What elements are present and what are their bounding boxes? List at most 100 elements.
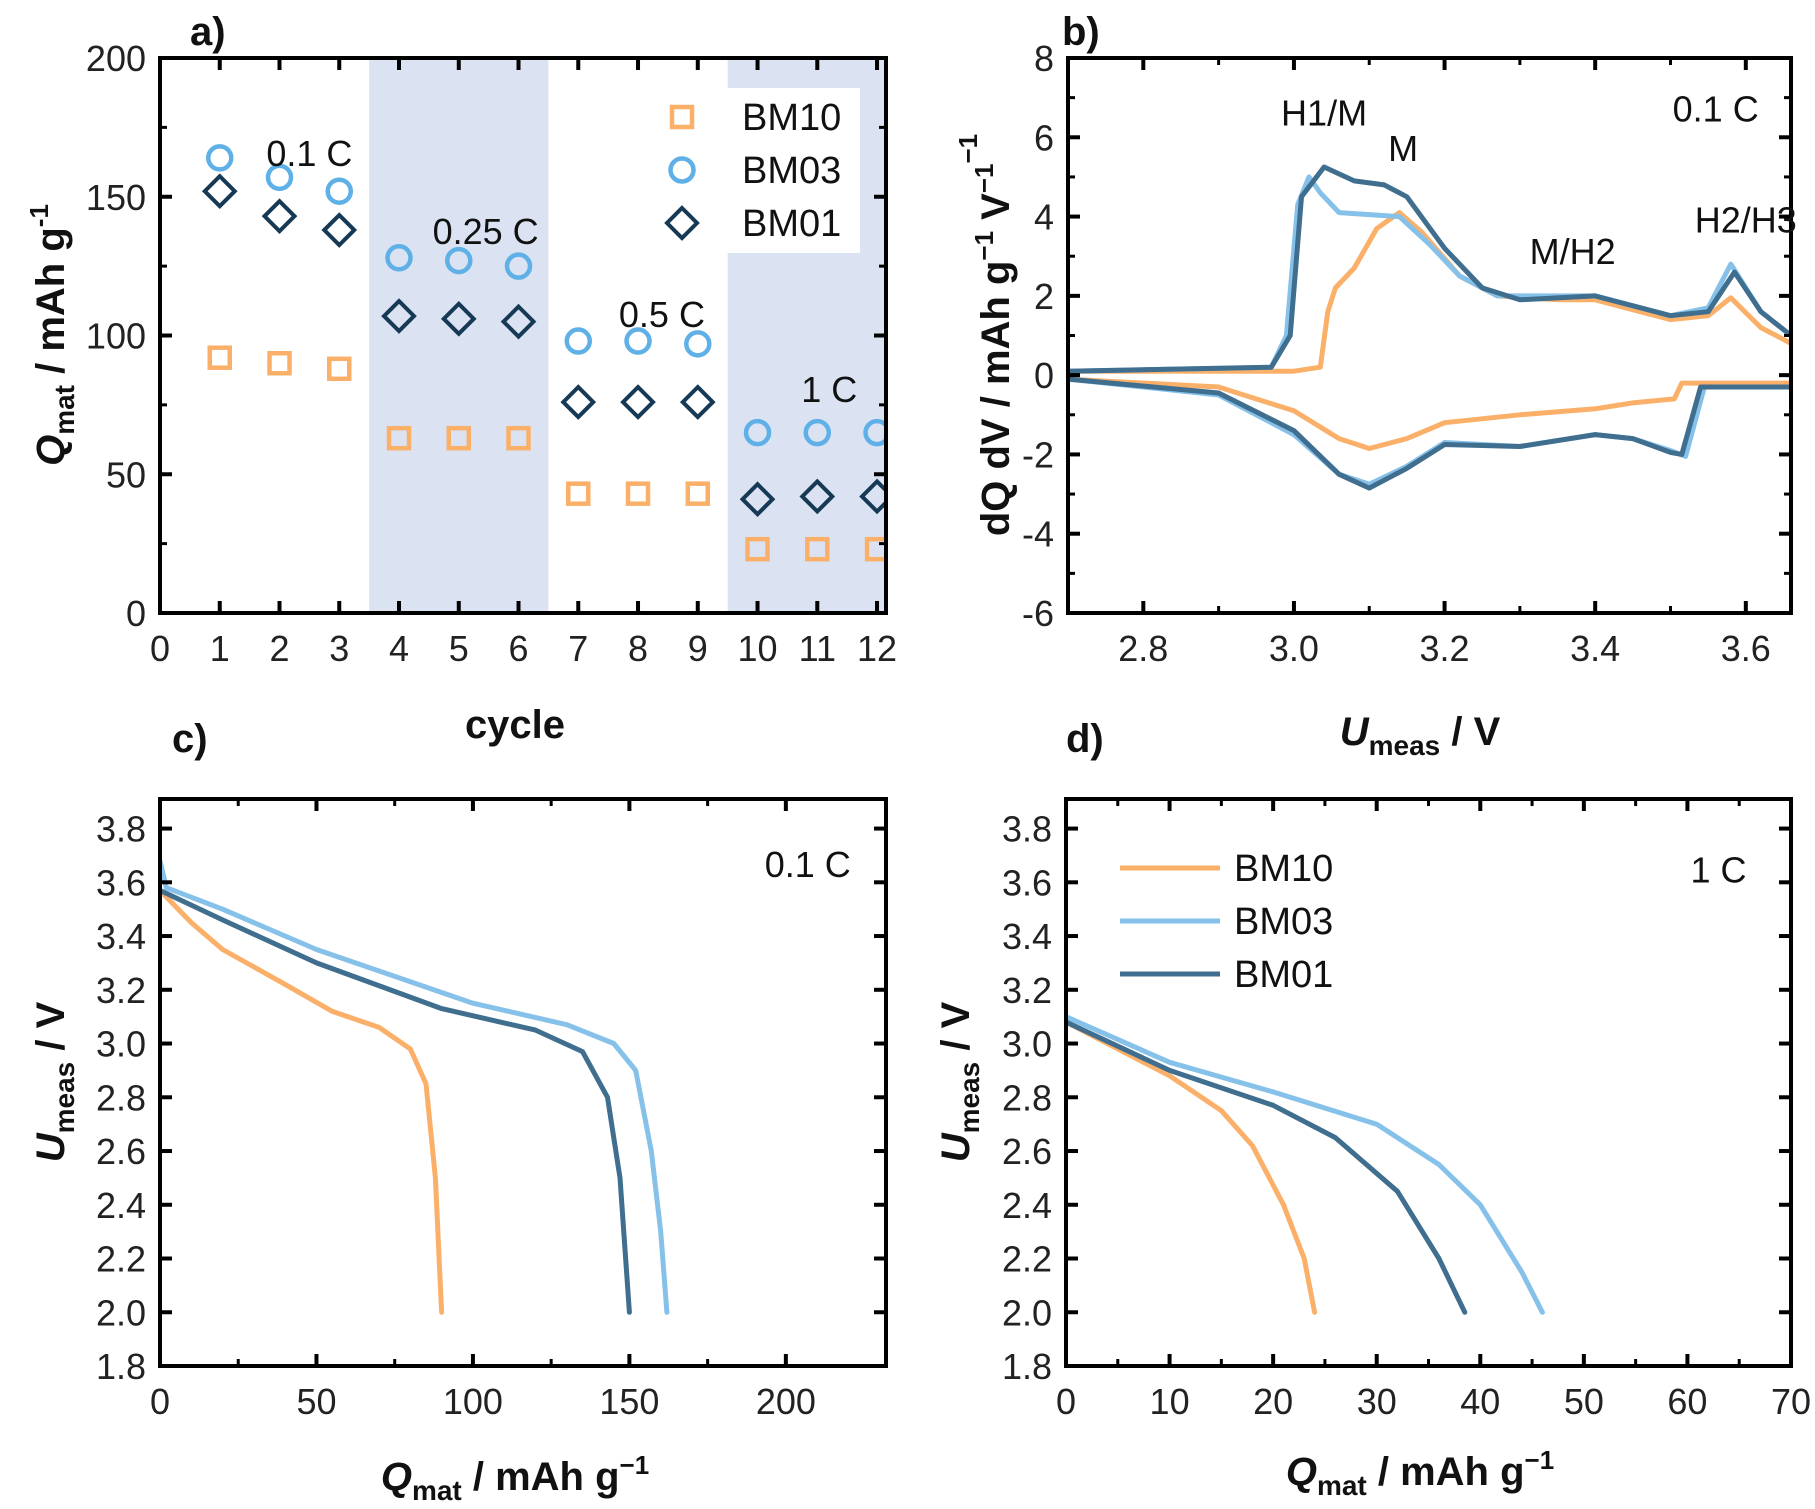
x-tick-label: 1 [210, 628, 230, 669]
marker-BM01 [321, 212, 358, 248]
x-axis-label: Qmat / mAh g−1 [381, 1450, 649, 1506]
panel-c: 0 50 100 150 200 1.8 2.0 2.2 2.4 2.6 2.8 3.0 3.2 3.4 3… [29, 717, 888, 1506]
x-tick-label: 100 [443, 1381, 503, 1422]
label-main: U [934, 1132, 978, 1162]
marker-BM03 [564, 327, 593, 355]
legend-label: BM01 [1234, 954, 1333, 996]
label-sub: mat [412, 1475, 462, 1506]
marker-BM01 [500, 303, 537, 340]
label-text: / V [934, 1001, 978, 1061]
marker-BM10 [446, 425, 472, 451]
marker-BM01 [859, 478, 886, 515]
y-tick-label: 1.8 [96, 1346, 146, 1387]
annotation: 0.25 C [433, 211, 539, 252]
y-tick-label: 2.0 [96, 1292, 146, 1333]
marker-BM03 [206, 144, 234, 172]
x-tick-label: 3.2 [1420, 628, 1470, 669]
y-tick-label: 2.8 [1002, 1077, 1052, 1118]
marker-BM01 [620, 384, 656, 420]
label-text: / mAh g [1367, 1450, 1525, 1494]
legend-marker-BM03 [668, 156, 696, 184]
annotation: M/H2 [1530, 231, 1616, 272]
plot-area [160, 858, 670, 1315]
x-tick-label: 40 [1460, 1381, 1500, 1422]
marker-BM10 [625, 481, 651, 506]
y-axis-label: Umeas / V [29, 1001, 80, 1162]
panel-label: b) [1062, 10, 1100, 54]
marker-BM01 [440, 301, 477, 337]
marker-BM03 [445, 246, 473, 275]
axes-frame [158, 797, 888, 1368]
y-tick-label: 3.2 [96, 970, 146, 1011]
y-tick-label: 200 [86, 38, 146, 79]
label-sub: mat [1317, 1470, 1367, 1501]
y-tick-label: 3.6 [96, 862, 146, 903]
x-tick-label: 20 [1253, 1381, 1293, 1422]
label-text: V [974, 193, 1018, 231]
x-tick-label: 2.8 [1118, 628, 1168, 669]
label-sup: −1 [969, 163, 999, 193]
label-sup: −1 [953, 134, 983, 164]
label-sup: −1 [969, 231, 999, 261]
annotation: 0.5 C [619, 294, 705, 335]
y-tick-label: 2.4 [96, 1185, 146, 1226]
y-tick-label: 50 [106, 454, 146, 495]
marker-BM01 [381, 298, 417, 334]
marker-BM03 [863, 418, 886, 447]
label-text: / V [1440, 710, 1500, 754]
annotation: 1 C [1690, 849, 1746, 890]
x-tick-label: 12 [857, 628, 897, 669]
legend-label: BM10 [1234, 848, 1333, 890]
y-tick-label: 3.0 [96, 1024, 146, 1065]
x-tick-label: 30 [1357, 1381, 1397, 1422]
annotation: 1 C [801, 369, 857, 410]
x-tick-label: 70 [1771, 1381, 1811, 1422]
y-axis-label: Qmat / mAh g-1 [24, 204, 80, 466]
label-sup: -1 [24, 204, 54, 227]
label-sub: meas [954, 1062, 985, 1134]
series-line-BM01 [160, 887, 632, 1315]
series-line-BM01 [1068, 376, 1791, 491]
panel-d: BM10 BM03 BM01 0 10 20 30 40 50 60 70 1.8 2.0 2.2 2.4 2… [934, 717, 1811, 1501]
label-text: / mAh g [462, 1455, 620, 1499]
plot-area [1068, 164, 1791, 491]
x-tick-label: 0 [1056, 1381, 1076, 1422]
label-main: cycle [465, 703, 565, 747]
marker-BM10 [207, 345, 233, 370]
legend-label: BM10 [742, 97, 841, 139]
marker-BM10 [327, 356, 352, 382]
x-tick-label: 9 [688, 628, 708, 669]
label-text: / mAh g [29, 227, 73, 385]
label-sub: mat [49, 385, 80, 435]
label-main: U [1340, 710, 1370, 754]
axes-frame [1064, 797, 1793, 1368]
y-tick-label: 0 [1034, 355, 1054, 396]
annotation: H1/M [1281, 92, 1367, 133]
series-line-BM01 [1066, 1019, 1468, 1315]
x-tick-label: 50 [1564, 1381, 1604, 1422]
marker-BM10 [566, 481, 591, 506]
y-tick-label: 2.0 [1002, 1292, 1052, 1333]
marker-BM01 [261, 198, 298, 235]
marker-BM10 [386, 425, 412, 451]
y-tick-label: 3.4 [1002, 916, 1052, 957]
annotation: M [1388, 128, 1418, 169]
y-tick-label: 6 [1034, 117, 1054, 158]
marker-BM01 [679, 384, 716, 420]
legend-label: BM03 [742, 150, 841, 192]
legend-marker-BM01 [664, 205, 700, 241]
x-tick-label: 150 [599, 1381, 659, 1422]
marker-BM03 [803, 418, 832, 447]
x-tick-label: 8 [628, 628, 648, 669]
y-tick-label: 3.8 [96, 809, 146, 850]
marker-BM03 [265, 163, 294, 192]
series-line-BM10 [1068, 376, 1791, 451]
panel-label: c) [172, 717, 208, 761]
panel-label: a) [190, 10, 226, 54]
legend-label: BM03 [1234, 901, 1333, 943]
x-tick-label: 200 [756, 1381, 816, 1422]
y-tick-label: 2.2 [96, 1239, 146, 1280]
x-axis-label: cycle [465, 703, 565, 747]
panel-label: d) [1066, 717, 1104, 761]
